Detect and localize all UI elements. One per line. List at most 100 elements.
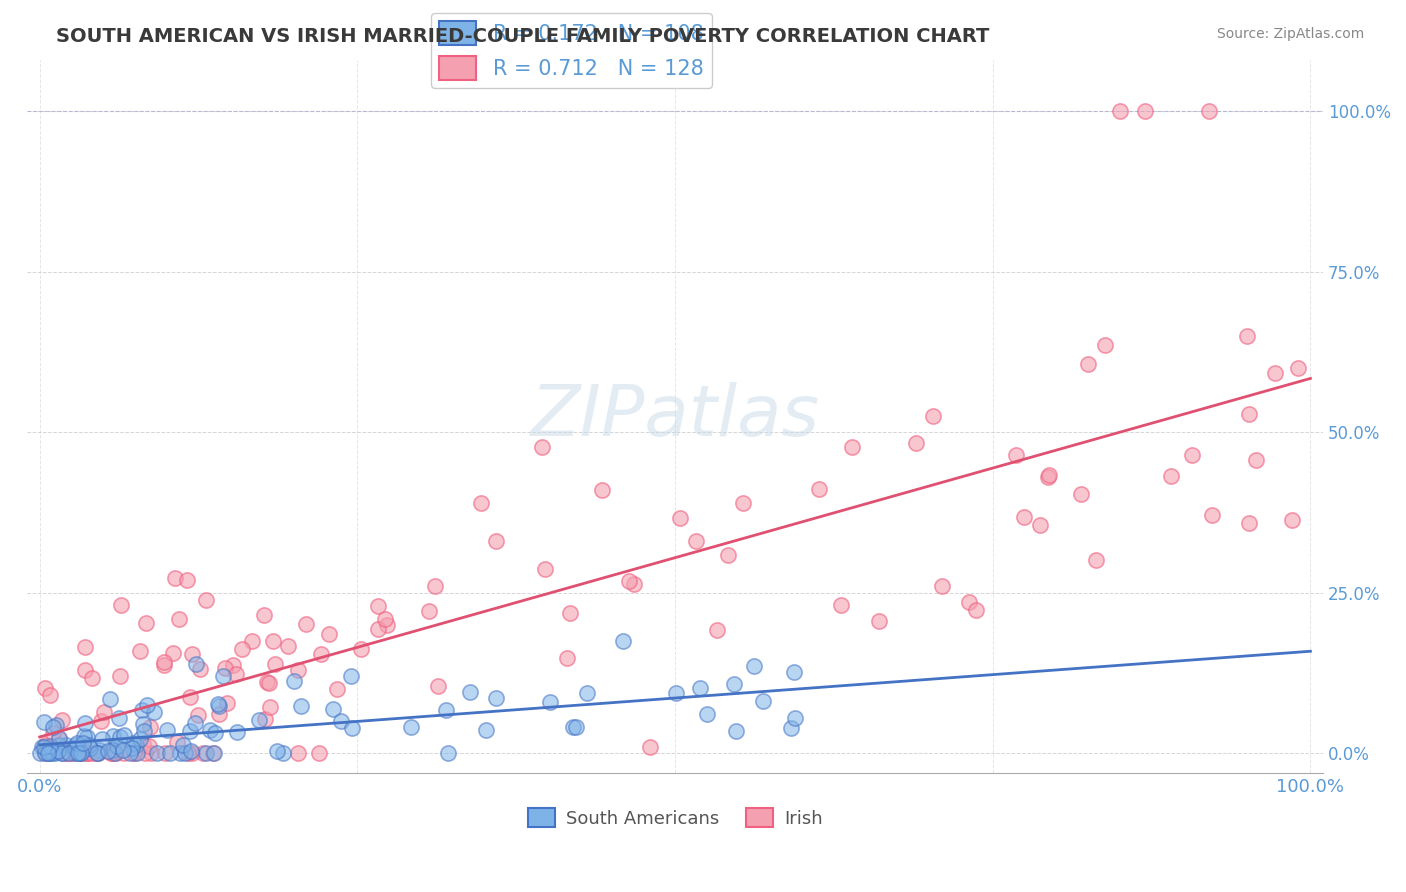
- Point: [127, 747, 149, 761]
- Point: [76, 747, 98, 761]
- Point: [55, 747, 77, 761]
- Point: [202, 747, 225, 761]
- Point: [101, 747, 124, 761]
- Text: ZIPatlas: ZIPatlas: [530, 382, 820, 450]
- Point: [326, 682, 349, 697]
- Point: [744, 659, 766, 673]
- Point: [779, 721, 801, 735]
- Point: [30, 747, 52, 761]
- Point: [176, 573, 198, 587]
- Point: [287, 663, 309, 677]
- Point: [180, 747, 202, 761]
- Point: [259, 700, 281, 714]
- Point: [1286, 361, 1309, 376]
- Point: [195, 592, 218, 607]
- Point: [77, 738, 100, 752]
- Point: [134, 747, 156, 761]
- Point: [783, 665, 806, 680]
- Point: [1264, 366, 1286, 380]
- Point: [169, 747, 191, 761]
- Point: [125, 738, 148, 752]
- Point: [1070, 487, 1092, 501]
- Point: [423, 578, 446, 592]
- Point: [112, 728, 135, 742]
- Point: [485, 534, 508, 549]
- Point: [612, 633, 634, 648]
- Point: [42, 720, 65, 734]
- Point: [367, 599, 389, 614]
- Point: [162, 646, 184, 660]
- Point: [231, 641, 253, 656]
- Point: [166, 735, 188, 749]
- Point: [128, 644, 150, 658]
- Point: [180, 648, 202, 662]
- Point: [204, 725, 226, 739]
- Point: [132, 724, 155, 739]
- Point: [172, 738, 194, 752]
- Point: [32, 740, 55, 755]
- Point: [122, 735, 145, 749]
- Point: [533, 562, 555, 576]
- Point: [1237, 516, 1260, 530]
- Point: [1237, 407, 1260, 421]
- Point: [1246, 453, 1268, 467]
- Point: [79, 741, 101, 756]
- Point: [668, 511, 690, 525]
- Point: [277, 639, 299, 653]
- Point: [696, 706, 718, 721]
- Point: [42, 726, 65, 740]
- Point: [48, 738, 70, 752]
- Point: [72, 736, 94, 750]
- Point: [70, 747, 93, 761]
- Point: [86, 747, 108, 761]
- Legend: South Americans, Irish: South Americans, Irish: [520, 801, 830, 835]
- Point: [101, 729, 124, 743]
- Point: [159, 747, 181, 761]
- Point: [122, 747, 145, 761]
- Point: [153, 655, 176, 669]
- Point: [1084, 553, 1107, 567]
- Point: [665, 686, 688, 700]
- Point: [65, 738, 87, 752]
- Point: [104, 746, 127, 760]
- Point: [101, 747, 124, 761]
- Point: [122, 747, 145, 761]
- Point: [350, 641, 373, 656]
- Text: Source: ZipAtlas.com: Source: ZipAtlas.com: [1216, 27, 1364, 41]
- Point: [167, 611, 190, 625]
- Point: [163, 571, 186, 585]
- Point: [98, 691, 121, 706]
- Point: [723, 676, 745, 690]
- Point: [135, 615, 157, 630]
- Point: [555, 651, 578, 665]
- Point: [128, 731, 150, 746]
- Point: [62, 747, 84, 761]
- Point: [1038, 468, 1060, 483]
- Point: [75, 747, 97, 761]
- Point: [66, 736, 89, 750]
- Point: [120, 747, 142, 761]
- Point: [1036, 470, 1059, 484]
- Point: [87, 747, 110, 761]
- Point: [67, 747, 90, 761]
- Point: [32, 714, 55, 729]
- Point: [733, 496, 755, 510]
- Point: [623, 577, 645, 591]
- Point: [262, 634, 284, 648]
- Point: [318, 627, 340, 641]
- Point: [222, 658, 245, 673]
- Point: [131, 717, 153, 731]
- Point: [38, 747, 60, 761]
- Point: [217, 696, 239, 710]
- Point: [1201, 508, 1223, 522]
- Point: [717, 548, 740, 562]
- Point: [76, 730, 98, 744]
- Point: [287, 747, 309, 761]
- Point: [561, 720, 583, 734]
- Point: [418, 604, 440, 618]
- Point: [904, 436, 927, 450]
- Point: [957, 595, 980, 609]
- Point: [34, 747, 56, 761]
- Point: [257, 676, 280, 690]
- Point: [44, 747, 66, 761]
